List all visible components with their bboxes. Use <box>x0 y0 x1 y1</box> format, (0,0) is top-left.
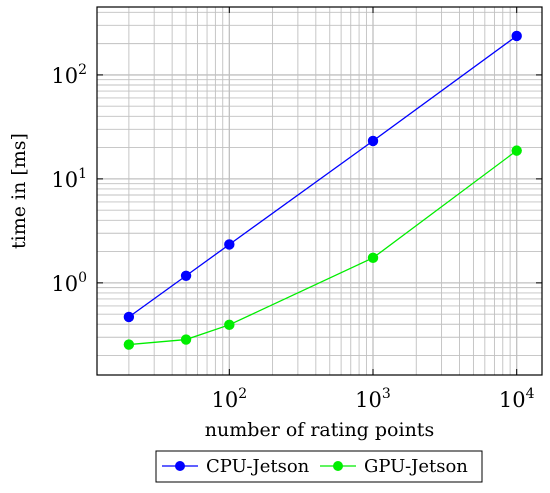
legend-gpu-label: GPU-Jetson <box>364 456 468 477</box>
legend-cpu-label: CPU-Jetson <box>206 456 310 477</box>
axis-ticks: 102 103 104 100 101 102 <box>51 7 542 412</box>
data-point-cpu-jetson <box>367 135 379 147</box>
series-line-gpu-jetson <box>128 150 518 346</box>
data-point-cpu-jetson <box>180 270 192 281</box>
data-point-gpu-jetson <box>123 339 135 350</box>
legend: CPU-Jetson GPU-Jetson <box>155 450 483 483</box>
series-layer <box>123 30 522 350</box>
data-point-gpu-jetson <box>511 145 522 156</box>
legend-cpu-marker <box>175 461 185 471</box>
data-point-cpu-jetson <box>511 30 522 42</box>
x-tick-label: 102 <box>211 386 247 412</box>
plot-frame <box>96 6 543 376</box>
data-point-cpu-jetson <box>224 239 235 250</box>
data-point-cpu-jetson <box>123 311 135 323</box>
data-point-gpu-jetson <box>180 334 192 345</box>
x-axis-label: number of rating points <box>205 419 434 441</box>
grid <box>97 7 542 375</box>
y-tick-label: 100 <box>51 270 87 296</box>
data-point-gpu-jetson <box>367 252 379 264</box>
x-tick-label: 104 <box>499 386 535 412</box>
y-axis-label: time in [ms] <box>8 133 30 249</box>
legend-box <box>155 450 483 483</box>
y-tick-label: 101 <box>51 166 87 192</box>
y-tick-label: 102 <box>51 62 87 88</box>
x-tick-label: 103 <box>355 386 391 412</box>
legend-gpu-marker <box>333 461 343 471</box>
data-point-gpu-jetson <box>224 319 235 331</box>
